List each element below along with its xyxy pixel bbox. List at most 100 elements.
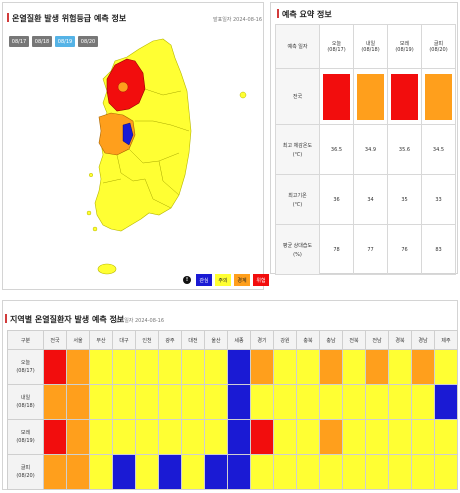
nation-level-block — [323, 73, 350, 120]
date-tab[interactable]: 08/17 — [9, 36, 29, 47]
region-header-2: 부산 — [89, 330, 113, 350]
map-region-seoul[interactable] — [117, 81, 129, 93]
day-name: 내일 — [365, 41, 376, 47]
region-header-6: 대전 — [181, 330, 205, 350]
region-level-cell — [112, 384, 136, 420]
region-row: 글피 (08/20) — [7, 454, 458, 490]
region-header-14: 전남 — [365, 330, 389, 350]
region-header-11: 충북 — [296, 330, 320, 350]
region-level-cell — [250, 349, 274, 385]
summary-day-header: 내일 (08/18) — [353, 24, 388, 69]
level-legend: ! 관심 주의 경계 위험 — [183, 274, 269, 286]
map-region-jeju[interactable] — [97, 263, 117, 275]
region-level-cell — [411, 349, 435, 385]
region-level-cell — [296, 419, 320, 455]
region-level-cell — [66, 384, 90, 420]
summary-row-label: 최고기온 (℃) — [275, 174, 320, 225]
summary-table: 예측 일자 오늘 (08/17) 내일 (08/18) 모레 (08/19) 글피 (08/20… — [275, 24, 456, 275]
region-panel-title: 지역별 온열질환자 발생 예측 정보 — [5, 314, 124, 325]
region-level-cell — [181, 384, 205, 420]
region-level-cell — [250, 384, 274, 420]
nation-level-cell — [353, 68, 388, 125]
region-header-15: 경북 — [388, 330, 412, 350]
day-date: (08/17) — [327, 47, 346, 53]
region-level-cell — [342, 419, 366, 455]
day-date: (08/18) — [361, 47, 380, 53]
date-tab[interactable]: 08/19 — [55, 36, 75, 47]
info-icon[interactable]: ! — [183, 276, 191, 284]
region-row-label: 오늘 (08/17) — [7, 349, 44, 385]
summary-row-label: 최고 체감온도 (℃) — [275, 124, 320, 175]
region-header-1: 서울 — [66, 330, 90, 350]
row-label-main: 최고 체감온도 — [282, 142, 313, 149]
region-level-cell — [250, 454, 274, 490]
map-region-boundaries — [102, 88, 190, 209]
region-level-cell — [158, 419, 182, 455]
region-header-7: 울산 — [204, 330, 228, 350]
region-level-cell — [388, 349, 412, 385]
region-level-cell — [434, 384, 458, 420]
region-header-17: 제주 — [434, 330, 458, 350]
region-level-cell — [342, 384, 366, 420]
day-date: (08/20) — [429, 47, 448, 53]
region-level-cell — [181, 349, 205, 385]
summary-header-label: 예측 일자 — [275, 24, 320, 69]
title-accent-bar — [5, 314, 7, 323]
summary-value-cell: 34 — [353, 174, 388, 225]
region-level-cell — [434, 454, 458, 490]
map-region-ulleungdo — [239, 91, 247, 99]
region-level-cell — [181, 454, 205, 490]
region-panel: 지역별 온열질환자 발생 예측 정보 발표일자 2024-08-16 구분 전국 서… — [2, 300, 458, 490]
region-level-cell — [66, 454, 90, 490]
day-name: 오늘 — [331, 41, 342, 47]
region-level-cell — [112, 454, 136, 490]
region-header-0: 전국 — [43, 330, 67, 350]
region-header-9: 경기 — [250, 330, 274, 350]
summary-value-cell: 35.6 — [387, 124, 422, 175]
region-row: 오늘 (08/17) — [7, 349, 458, 385]
region-level-cell — [388, 384, 412, 420]
day-date: (08/19) — [395, 47, 414, 53]
summary-value-cell: 36.5 — [319, 124, 354, 175]
summary-value-cell: 83 — [421, 224, 456, 275]
region-level-cell — [250, 419, 274, 455]
region-level-cell — [89, 384, 113, 420]
region-level-cell — [388, 419, 412, 455]
legend-swatch: 위험 — [253, 274, 269, 286]
region-level-cell — [204, 349, 228, 385]
legend-swatch: 경계 — [234, 274, 250, 286]
date-tab[interactable]: 08/20 — [78, 36, 98, 47]
region-level-cell — [365, 419, 389, 455]
region-corner-label: 구분 — [7, 330, 44, 350]
summary-row-label: 평균 상대습도 (%) — [275, 224, 320, 275]
region-level-cell — [273, 419, 297, 455]
legend-swatch: 주의 — [215, 274, 231, 286]
region-level-cell — [181, 419, 205, 455]
region-level-cell — [319, 454, 343, 490]
region-level-cell — [227, 419, 251, 455]
region-level-cell — [365, 454, 389, 490]
date-tab[interactable]: 08/18 — [32, 36, 52, 47]
region-level-cell — [43, 349, 67, 385]
region-row-label: 글피 (08/20) — [7, 454, 44, 490]
region-header-4: 인천 — [135, 330, 159, 350]
region-level-cell — [411, 454, 435, 490]
day-name: 모레 — [399, 41, 410, 47]
region-level-cell — [89, 454, 113, 490]
region-table: 구분 전국 서울 부산 대구 인천 광주 대전 울산 세종 경기 강원 충북 충남 전북 전남 경북 경남 제주 오늘… — [7, 330, 458, 490]
summary-panel: 예측 요약 정보 예측 일자 오늘 (08/17) 내일 (08/18) 모레 (08/19… — [270, 2, 458, 275]
row-label-unit: (℃) — [292, 151, 303, 158]
map-region-sejong[interactable] — [122, 122, 134, 146]
region-level-cell — [319, 419, 343, 455]
summary-value-cell: 78 — [319, 224, 354, 275]
summary-data-row: 최고 체감온도 (℃) 36.5 34.9 35.6 34.5 — [275, 124, 456, 175]
region-row-label: 내일 (08/18) — [7, 384, 44, 420]
legend-swatch: 관심 — [196, 274, 212, 286]
region-level-cell — [135, 349, 159, 385]
region-row: 모레 (08/19) — [7, 419, 458, 455]
region-level-cell — [158, 384, 182, 420]
row-day-date: (08/17) — [16, 368, 35, 374]
region-level-cell — [273, 384, 297, 420]
summary-panel-title: 예측 요약 정보 — [277, 9, 332, 20]
region-level-cell — [204, 384, 228, 420]
